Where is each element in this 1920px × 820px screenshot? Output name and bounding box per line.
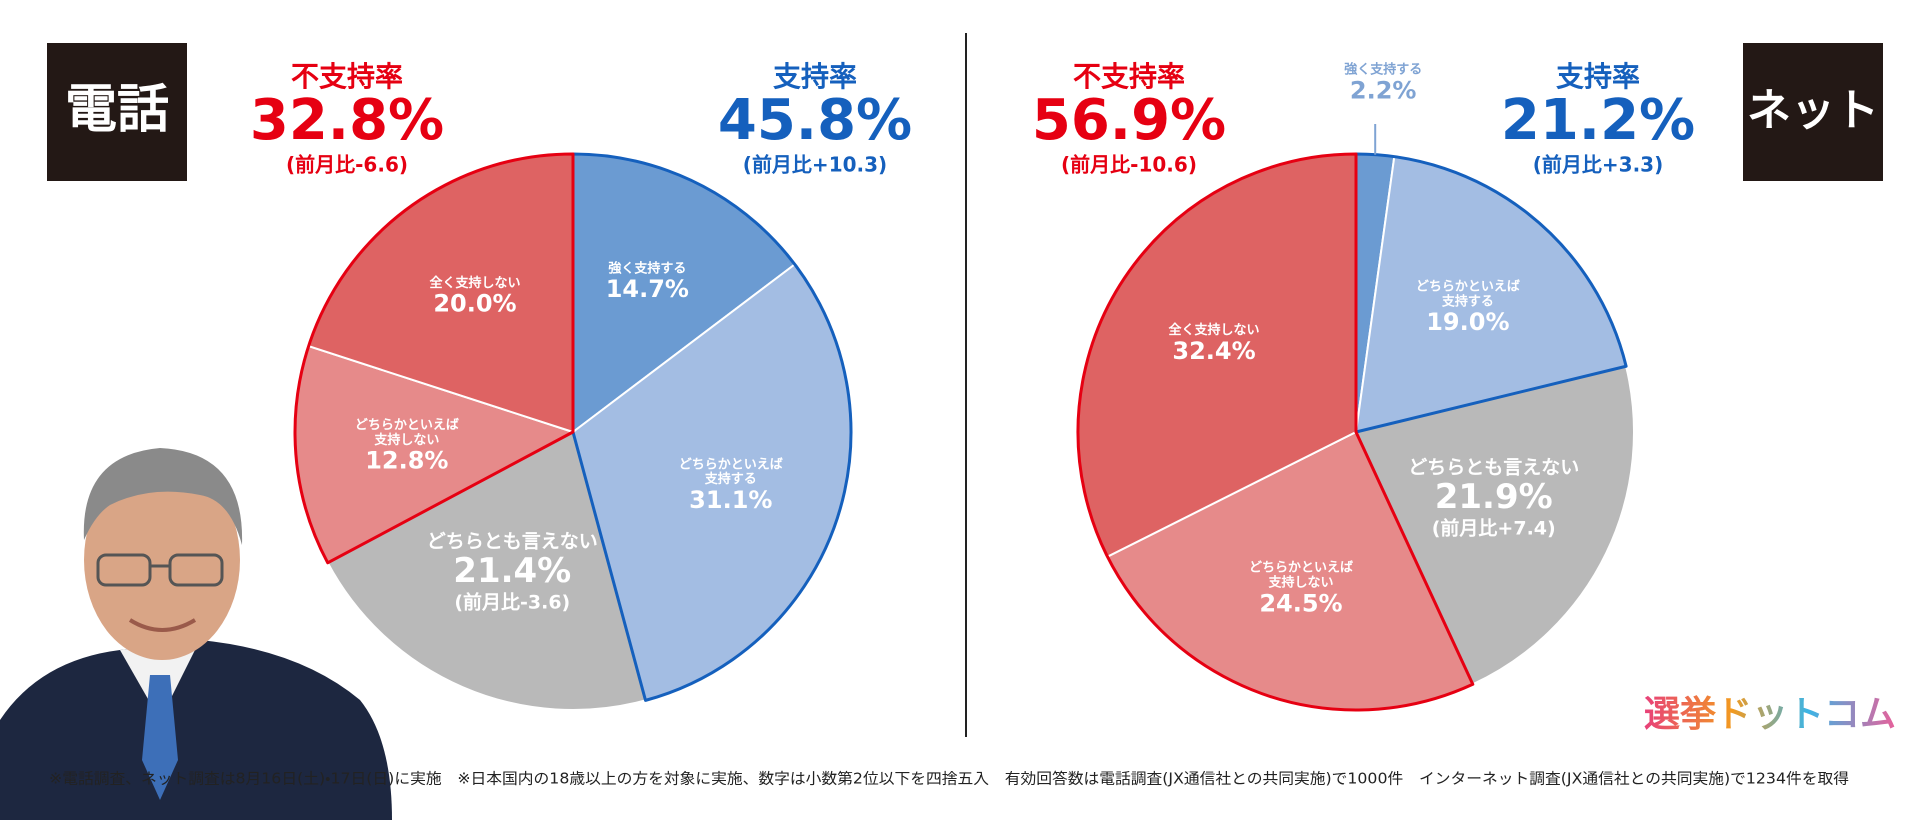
category-label: 全く支持しない: [1169, 322, 1260, 338]
category-label: どちらとも言えない: [427, 530, 598, 552]
category-label: 全く支持しない: [429, 275, 520, 291]
chart-title: ネット: [1747, 85, 1879, 136]
category-label: どちらかといえば: [679, 457, 783, 472]
support-note: (前月比+10.3): [743, 153, 887, 177]
oppose-title: 不支持率: [291, 60, 403, 93]
support-note: (前月比+3.3): [1533, 153, 1663, 177]
value-label: 32.4%: [1172, 337, 1255, 365]
category-label: 支持しない: [1268, 575, 1333, 591]
category-label: どちらかといえば: [1416, 280, 1520, 295]
value-label: 21.4%: [453, 551, 571, 591]
chart-title: 電話: [65, 80, 169, 140]
oppose-note: (前月比-6.6): [286, 153, 408, 177]
category-label: どちらとも言えない: [1408, 456, 1579, 478]
support-title: 支持率: [1556, 60, 1640, 93]
category-label: 支持する: [1442, 293, 1494, 309]
value-label: 2.2%: [1350, 76, 1417, 104]
category-label: 支持する: [705, 471, 757, 487]
group-outline: [1354, 152, 1628, 434]
support-value: 21.2%: [1501, 88, 1695, 153]
category-label: 強く支持する: [1344, 62, 1422, 78]
group-outline: [293, 152, 575, 565]
note-label: (前月比+7.4): [1432, 516, 1556, 539]
value-label: 12.8%: [365, 447, 448, 475]
support-value: 45.8%: [718, 88, 912, 153]
value-label: 21.9%: [1435, 477, 1553, 517]
pie-slice: [1354, 365, 1635, 686]
value-label: 14.7%: [606, 275, 689, 303]
title-box: [47, 43, 187, 181]
category-label: どちらかといえば: [1249, 561, 1353, 576]
value-label: 19.0%: [1426, 308, 1509, 336]
oppose-value: 56.9%: [1032, 88, 1226, 153]
oppose-value: 32.8%: [250, 88, 444, 153]
group-outline: [1076, 152, 1475, 712]
support-title: 支持率: [773, 60, 857, 93]
footnote: ※電話調査、ネット調査は8月16日(土)・17日(日)に実施 ※日本国内の18歳…: [49, 770, 1849, 788]
group-outline: [571, 152, 853, 702]
category-label: 支持しない: [374, 432, 439, 448]
pie-slice: [326, 430, 647, 711]
logo: 選挙ドットコム: [1644, 694, 1896, 735]
charts: 電話不支持率32.8%(前月比-6.6)支持率45.8%(前月比+10.3)強く…: [47, 43, 1883, 712]
title-box: [1743, 43, 1883, 181]
oppose-title: 不支持率: [1073, 60, 1185, 93]
portrait: [0, 448, 392, 820]
note-label: (前月比-3.6): [454, 590, 570, 613]
category-label: 強く支持する: [608, 260, 686, 276]
oppose-note: (前月比-10.6): [1061, 153, 1197, 177]
value-label: 31.1%: [689, 486, 772, 514]
category-label: どちらかといえば: [355, 418, 459, 433]
value-label: 24.5%: [1259, 589, 1342, 617]
value-label: 20.0%: [433, 290, 516, 318]
